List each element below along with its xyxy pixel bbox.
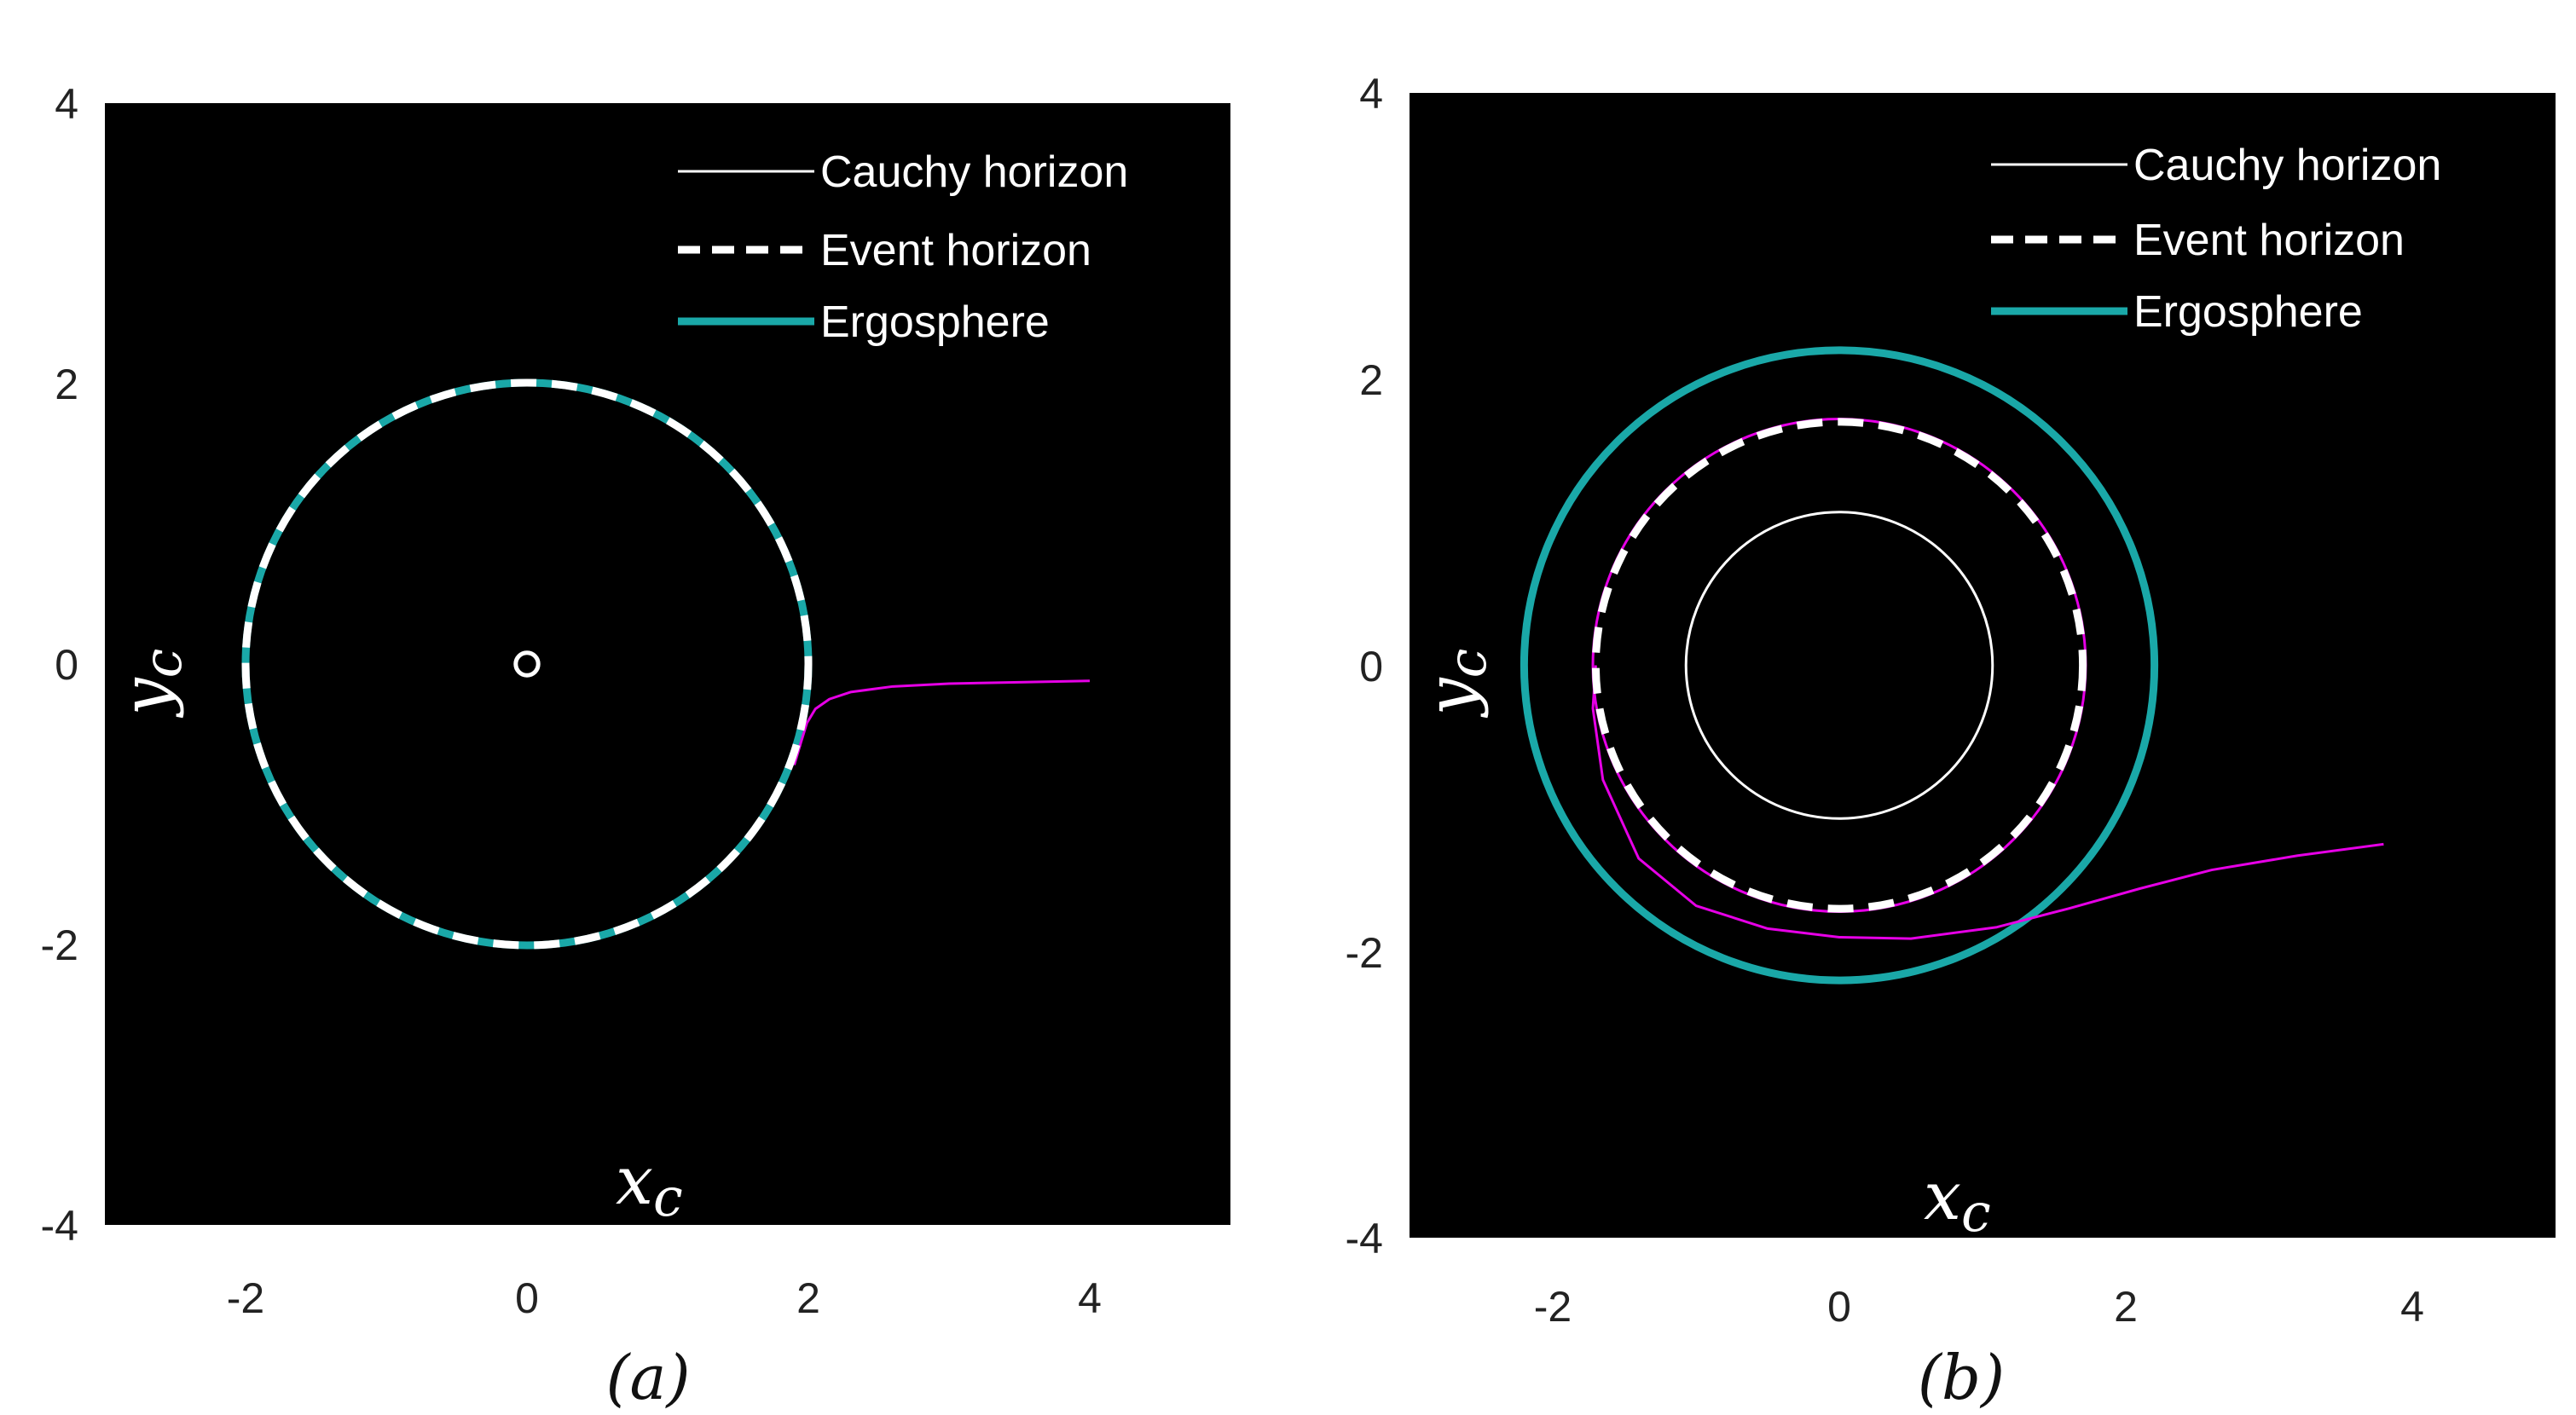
y-tick-labels-b: 4 2 0 -2 -4 (1346, 70, 1383, 1262)
panel-caption-a: (a) (605, 1342, 690, 1413)
marks-b (1520, 346, 2384, 985)
y-tick-label: -2 (1346, 929, 1383, 977)
x-tick-label: 4 (2400, 1283, 2424, 1331)
x-axis-label-b: xc (1924, 1158, 1991, 1244)
y-tick-label: 2 (55, 361, 78, 408)
event-horizon-circle (241, 378, 813, 950)
x-axis-subscript: c (1961, 1181, 1991, 1244)
legend-label-event: Event horizon (820, 226, 1091, 275)
x-tick-label: 2 (2114, 1283, 2138, 1331)
y-axis-symbol: y (108, 677, 185, 718)
plot-area-a (105, 103, 1230, 1225)
y-tick-label: 4 (55, 80, 78, 128)
y-axis-subscript: c (1436, 649, 1498, 679)
y-tick-label: 0 (1359, 643, 1383, 690)
y-tick-label: -2 (41, 921, 78, 969)
x-axis-label-a: xc (616, 1143, 683, 1228)
trajectory-line (1591, 665, 2384, 940)
x-tick-label: -2 (227, 1274, 264, 1322)
x-axis-symbol: x (616, 1143, 653, 1220)
panel-b: 4 2 0 -2 -4 -2 0 2 4 Cauchy horizon Even… (1346, 70, 2556, 1413)
x-tick-labels-a: -2 0 2 4 (227, 1274, 1102, 1322)
plot-area-b (1410, 93, 2556, 1238)
y-tick-label: -4 (41, 1202, 78, 1250)
y-tick-label: -4 (1346, 1215, 1383, 1262)
legend-b: Cauchy horizon Event horizon Ergosphere (1991, 141, 2441, 337)
event-horizon-circle (1591, 418, 2087, 913)
x-tick-label: 4 (1078, 1274, 1102, 1322)
legend-label-ergo: Ergosphere (820, 297, 1050, 347)
y-axis-symbol: y (1413, 677, 1490, 718)
y-axis-subscript: c (131, 649, 194, 679)
y-axis-label-b: yc (1413, 649, 1498, 719)
y-tick-labels-a: 4 2 0 -2 -4 (41, 80, 78, 1250)
y-tick-label: 0 (55, 641, 78, 689)
trajectory-line (793, 679, 1091, 765)
ergosphere-circle (1520, 346, 2159, 985)
x-tick-label: 0 (515, 1274, 539, 1322)
x-tick-labels-b: -2 0 2 4 (1534, 1283, 2424, 1331)
cauchy-horizon-circle (1684, 511, 1994, 820)
x-tick-label: 2 (796, 1274, 820, 1322)
panel-caption-b: (b) (1918, 1342, 2005, 1413)
legend-label-event: Event horizon (2133, 216, 2405, 265)
panel-a: 4 2 0 -2 -4 -2 0 2 4 Cauchy horizon Even… (41, 80, 1230, 1413)
marks-a (241, 378, 1091, 950)
y-tick-label: 4 (1359, 70, 1383, 118)
cauchy-horizon-circle (513, 650, 541, 678)
x-tick-label: 0 (1827, 1283, 1851, 1331)
legend-label-cauchy: Cauchy horizon (820, 147, 1128, 197)
legend-label-ergo: Ergosphere (2133, 287, 2363, 337)
x-axis-symbol: x (1924, 1158, 1961, 1235)
x-tick-label: -2 (1534, 1283, 1572, 1331)
legend-label-cauchy: Cauchy horizon (2133, 141, 2441, 190)
y-tick-label: 2 (1359, 356, 1383, 404)
y-axis-label-a: yc (108, 649, 194, 719)
legend-a: Cauchy horizon Event horizon Ergosphere (678, 147, 1128, 347)
x-axis-subscript: c (653, 1166, 683, 1228)
